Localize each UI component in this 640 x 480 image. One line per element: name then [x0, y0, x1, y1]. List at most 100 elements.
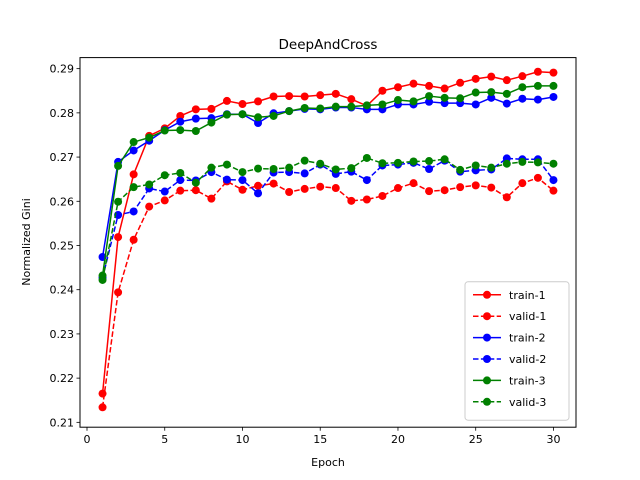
data-point	[176, 186, 185, 195]
data-point	[160, 196, 169, 205]
legend-marker	[483, 290, 491, 299]
data-point	[129, 207, 138, 216]
x-axis: 0 5 10 15 20 25 30	[83, 427, 560, 446]
data-point	[114, 233, 123, 242]
data-point	[285, 163, 294, 172]
data-point	[176, 168, 185, 177]
data-point	[238, 100, 247, 109]
data-point	[207, 194, 216, 203]
data-point	[533, 95, 542, 104]
data-point	[129, 146, 138, 155]
data-point	[425, 157, 434, 166]
data-point	[316, 159, 325, 168]
data-point	[191, 126, 200, 135]
data-point	[549, 186, 558, 195]
data-point	[129, 183, 138, 192]
data-point	[549, 68, 558, 77]
x-tick-label: 20	[391, 433, 405, 446]
data-point	[518, 179, 527, 188]
x-tick-label: 10	[235, 433, 249, 446]
legend-item: valid-3	[473, 396, 546, 409]
data-point	[145, 133, 154, 142]
data-point	[487, 93, 496, 102]
x-tick-label: 0	[83, 433, 90, 446]
data-point	[347, 196, 356, 205]
y-tick-label: 0.28	[50, 107, 75, 120]
data-point	[191, 105, 200, 114]
data-point	[285, 107, 294, 116]
series-valid-3	[98, 153, 558, 284]
data-point	[222, 110, 231, 119]
data-point	[331, 165, 340, 174]
data-point	[160, 126, 169, 135]
data-point	[471, 100, 480, 109]
data-point	[347, 95, 356, 104]
data-point	[502, 89, 511, 98]
data-point	[269, 111, 278, 120]
data-point	[254, 164, 263, 173]
data-point	[207, 163, 216, 172]
data-point	[362, 101, 371, 110]
x-tick-label: 15	[313, 433, 327, 446]
data-point	[98, 403, 107, 412]
legend-marker	[483, 333, 491, 342]
data-point	[393, 158, 402, 167]
data-point	[114, 288, 123, 297]
data-point	[316, 182, 325, 191]
y-tick-label: 0.22	[50, 372, 75, 385]
data-point	[502, 159, 511, 168]
data-point	[331, 89, 340, 98]
data-point	[487, 163, 496, 172]
legend-label: valid-1	[509, 310, 546, 323]
data-point	[533, 158, 542, 167]
data-point	[471, 74, 480, 83]
axes-frame	[79, 57, 577, 428]
data-point	[222, 175, 231, 184]
data-point	[440, 84, 449, 93]
legend-label: train-2	[509, 332, 546, 345]
data-point	[254, 97, 263, 106]
data-point	[191, 186, 200, 195]
data-point	[518, 94, 527, 103]
series-train-1	[98, 67, 558, 398]
data-point	[425, 165, 434, 174]
x-axis-label: Epoch	[311, 456, 345, 469]
data-point	[409, 157, 418, 166]
chart-title: DeepAndCross	[279, 37, 378, 53]
x-tick-label: 5	[161, 433, 168, 446]
legend-label: valid-2	[509, 353, 546, 366]
data-point	[238, 110, 247, 119]
data-point	[207, 118, 216, 127]
data-point	[300, 184, 309, 193]
legend-label: valid-3	[509, 396, 546, 409]
data-point	[549, 92, 558, 101]
y-tick-label: 0.21	[50, 416, 75, 429]
data-point	[502, 193, 511, 202]
legend-item: train-2	[473, 332, 546, 345]
data-point	[160, 171, 169, 180]
data-point	[440, 155, 449, 164]
y-tick-label: 0.23	[50, 328, 75, 341]
data-point	[471, 161, 480, 170]
data-point	[222, 96, 231, 105]
data-point	[114, 161, 123, 170]
data-point	[378, 191, 387, 200]
data-point	[362, 195, 371, 204]
data-point	[98, 275, 107, 284]
data-point	[425, 97, 434, 106]
data-point	[471, 88, 480, 97]
data-point	[176, 117, 185, 126]
data-point	[269, 165, 278, 174]
data-point	[331, 102, 340, 111]
data-point	[145, 180, 154, 189]
legend-item: valid-1	[473, 310, 546, 323]
data-point	[331, 184, 340, 193]
data-point	[191, 178, 200, 187]
data-point	[471, 181, 480, 190]
data-point	[440, 186, 449, 195]
y-axis: 0.21 0.22 0.23 0.24 0.25 0.26 0.27 0.28 0.29	[50, 63, 80, 429]
data-point	[269, 179, 278, 188]
data-point	[549, 159, 558, 168]
data-point	[176, 126, 185, 135]
data-point	[114, 197, 123, 206]
